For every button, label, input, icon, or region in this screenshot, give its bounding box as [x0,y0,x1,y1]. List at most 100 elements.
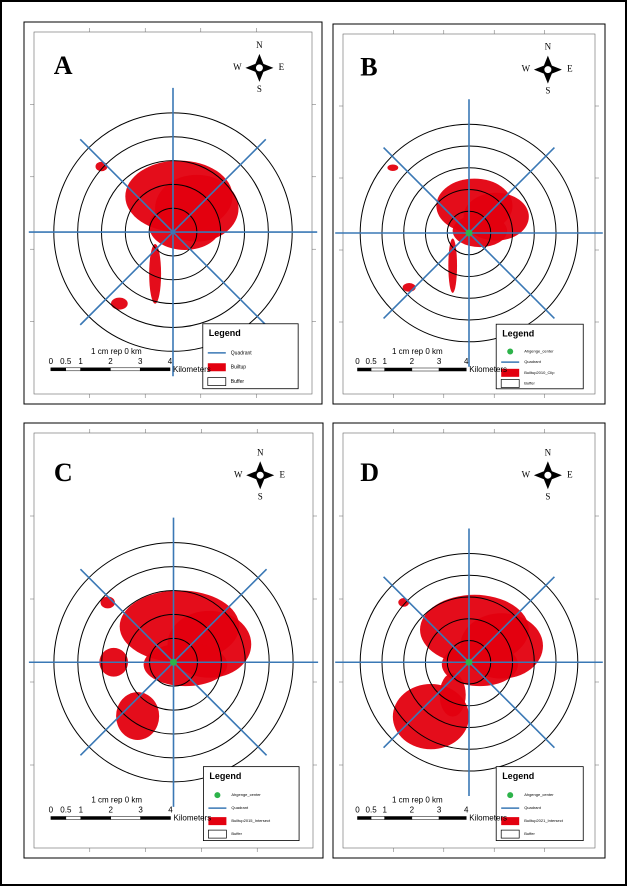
map-panel: A N S E W Legend Quadrant Builtup Buffer 1 cm rep… [24,22,322,404]
compass-w: W [522,469,531,479]
scale-tick: 2 [108,806,113,815]
center-point [466,659,473,666]
builtup-area [398,598,409,607]
scale-unit: Kilometers [174,814,212,823]
scale-tick: 1 [382,357,387,366]
compass-w: W [233,62,242,72]
legend-item: Quadrant [524,359,542,364]
scale-segment [81,817,111,820]
scale-unit: Kilometers [469,814,507,823]
legend-item: Builtup [231,365,247,371]
scale-tick: 0 [355,357,360,366]
scale-segment [357,817,371,820]
scale-tick: 1 [79,806,84,815]
legend-item: Quadrant [231,350,252,356]
scale-segment [111,817,141,820]
legend-item: Ahgenge_center [231,792,261,797]
builtup-area [111,298,128,310]
compass-n: N [545,42,552,52]
figure: A N S E W Legend Quadrant Builtup Buffer 1 cm rep… [0,0,627,886]
map-panel: D N S E W Legend Ahgenge_center Quadrant Builtup… [333,423,605,858]
compass-e: E [567,469,573,479]
compass-n: N [256,40,263,50]
scale-segment [66,817,81,820]
compass-s: S [545,86,550,96]
legend-title: Legend [502,771,534,781]
legend-symbol [507,349,513,355]
scale-tick: 1 [382,806,387,815]
scale-segment [371,368,385,371]
legend-symbol [208,830,226,838]
compass-center [255,64,263,72]
scale-title: 1 cm rep 0 km [392,796,443,805]
compass-w: W [522,64,531,74]
map-panel: BNSEWLegendAhgenge_centerQuadrantBuiltup… [333,24,605,404]
scale-segment [51,368,66,371]
scale-segment [412,817,439,820]
scale-tick: 1 [78,357,83,366]
builtup-area [149,202,221,250]
center-point [170,659,177,666]
builtup-area [96,162,108,172]
compass-center [544,66,552,74]
compass-s: S [258,491,263,501]
legend-item: Quadrant [524,805,542,810]
legend-item: Buffer [231,831,242,836]
scale-segment [357,368,371,371]
panel-label: C [54,458,73,487]
scale-segment [439,368,466,371]
scale-segment [439,817,466,820]
scale-segment [385,817,412,820]
compass-s: S [545,491,550,501]
compass-n: N [257,447,264,457]
legend-symbol [214,792,220,798]
legend-item: Ahgenge_center [524,792,554,797]
scale-segment [51,817,66,820]
legend-symbol [507,792,513,798]
legend-title: Legend [209,328,241,338]
compass-center [544,471,552,479]
scale-segment [140,368,170,371]
compass-e: E [567,64,573,74]
scale-tick: 3 [437,806,442,815]
scale-title: 1 cm rep 0 km [392,347,443,356]
legend-item: Buffer [524,831,535,836]
scale-unit: Kilometers [469,365,507,374]
legend-item: Builtup2015_Intersect [231,818,271,823]
legend-title: Legend [502,329,534,339]
map-panel: CNSEWLegendAhgenge_centerQuadrantBuiltup… [24,423,323,858]
legend-item: Builtup2021_Intersect [524,818,564,823]
panel-label: D [360,458,379,487]
compass-center [256,471,264,479]
scale-segment [110,368,140,371]
compass-e: E [279,62,285,72]
legend-item: Buffer [231,379,245,385]
legend-title: Legend [209,771,241,781]
scale-title: 1 cm rep 0 km [91,347,142,356]
panel-label: A [54,51,73,80]
legend-item: Builtup2010_Clip [524,370,555,375]
scale-segment [66,368,81,371]
compass-n: N [545,447,552,457]
legend-item: Ahgenge_center [524,349,554,354]
compass-e: E [279,469,285,479]
builtup-area [116,692,159,740]
scale-segment [385,368,412,371]
scale-tick: 0.5 [60,357,72,366]
scale-tick: 2 [410,357,415,366]
builtup-area [387,164,398,171]
legend-item: Buffer [524,381,535,386]
scale-segment [412,368,439,371]
scale-tick: 3 [437,357,442,366]
compass-s: S [257,84,262,94]
scale-tick: 0 [355,806,360,815]
scale-tick: 0.5 [60,806,72,815]
scale-title: 1 cm rep 0 km [91,796,142,805]
scale-tick: 2 [108,357,113,366]
legend-symbol [501,379,519,387]
scale-tick: 3 [138,806,143,815]
scale-tick: 0 [49,357,54,366]
compass-w: W [234,469,243,479]
scale-tick: 0 [49,806,54,815]
center-point [466,230,473,237]
